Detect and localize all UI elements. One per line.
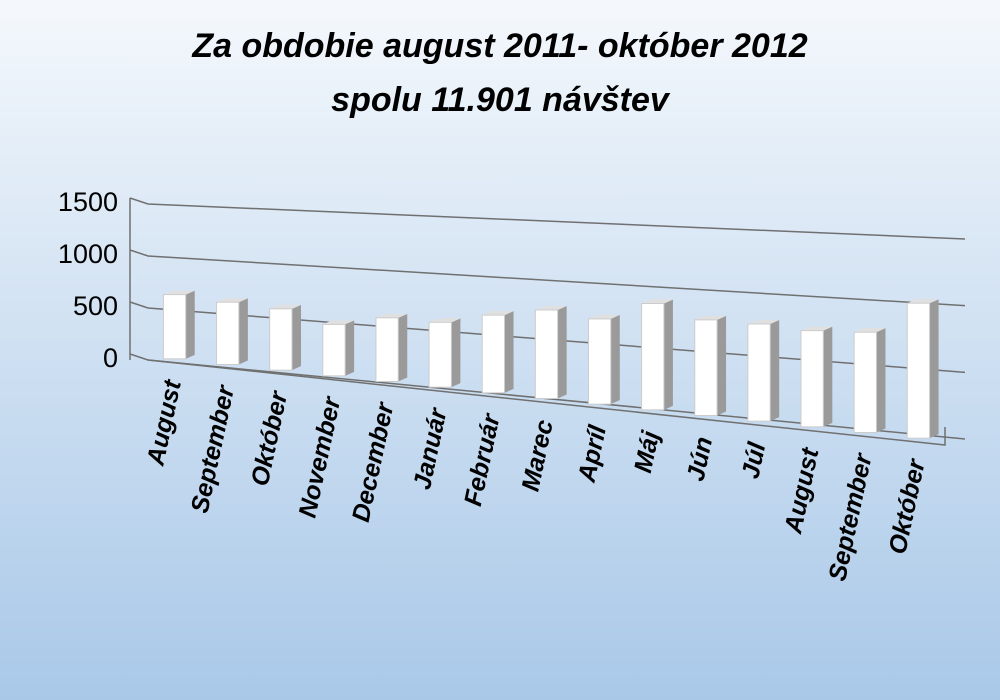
- bar-top: [907, 299, 939, 304]
- bar: [162, 294, 187, 360]
- bar-side: [185, 290, 195, 359]
- bar-top: [322, 320, 355, 325]
- bar: [322, 323, 346, 377]
- bar-side: [504, 311, 514, 393]
- bar-side: [876, 328, 886, 433]
- bar: [906, 302, 931, 439]
- bar-top: [216, 298, 248, 303]
- y-tick-label: 1000: [58, 239, 118, 269]
- bar-top: [801, 326, 833, 331]
- x-tick-label: Apríl: [573, 422, 613, 486]
- grid-line: [129, 249, 966, 307]
- bar-top: [375, 313, 408, 318]
- bar-top: [535, 305, 567, 310]
- bar-top: [747, 319, 780, 324]
- bar-top: [482, 311, 514, 316]
- y-tick-label: 500: [73, 291, 118, 321]
- bar-side: [557, 305, 567, 399]
- x-tick-label: September: [823, 450, 878, 583]
- bar: [534, 309, 559, 399]
- x-tick-label: Júl: [736, 439, 771, 481]
- x-tick-label: Jún: [682, 434, 719, 483]
- bar-side: [823, 326, 833, 427]
- bar: [800, 330, 824, 428]
- bar: [481, 314, 506, 394]
- bar-side: [238, 298, 248, 365]
- y-tick-label: 0: [103, 343, 118, 373]
- x-tick-label: November: [293, 393, 346, 520]
- bar-side: [610, 314, 620, 405]
- bar-side: [717, 315, 727, 416]
- chart-subtitle: spolu 11.901 návštev: [331, 81, 671, 119]
- x-tick-label: September: [186, 382, 241, 515]
- bar: [428, 321, 452, 388]
- bar-side: [451, 318, 461, 388]
- bar: [641, 303, 665, 411]
- bar-side: [345, 320, 355, 376]
- bar: [216, 301, 240, 365]
- bar-top: [269, 304, 301, 309]
- bar: [375, 317, 399, 383]
- x-tick-label: Január: [408, 405, 453, 492]
- grid-line: [129, 301, 966, 374]
- bar-top: [641, 299, 673, 304]
- bar-side: [663, 299, 673, 410]
- bar-top: [588, 314, 620, 319]
- bar-top: [163, 290, 195, 295]
- bar: [694, 319, 718, 416]
- x-tick-label: December: [347, 399, 400, 524]
- y-tick-label: 1500: [58, 187, 118, 217]
- x-tick-label: Február: [459, 410, 506, 508]
- x-tick-label: Október: [246, 388, 294, 489]
- grid-line: [129, 197, 966, 240]
- x-tick-label: Máj: [629, 428, 665, 476]
- x-tick-label: August: [779, 444, 825, 537]
- bar-side: [398, 313, 408, 382]
- x-tick-label: August: [141, 376, 187, 469]
- bar: [853, 331, 877, 433]
- bar-top: [854, 328, 886, 333]
- bar-side: [929, 299, 939, 439]
- floor: [147, 359, 946, 446]
- bar-side: [291, 304, 301, 371]
- bar: [269, 308, 293, 371]
- bar: [747, 323, 771, 422]
- bar-side: [770, 319, 780, 422]
- x-tick-label: Október: [883, 456, 931, 557]
- bar: [587, 318, 612, 405]
- bar-top: [694, 315, 727, 320]
- chart-title: Za obdobie august 2011- október 2012: [191, 27, 807, 65]
- bar-top: [429, 318, 461, 323]
- x-tick-label: Marec: [516, 417, 558, 494]
